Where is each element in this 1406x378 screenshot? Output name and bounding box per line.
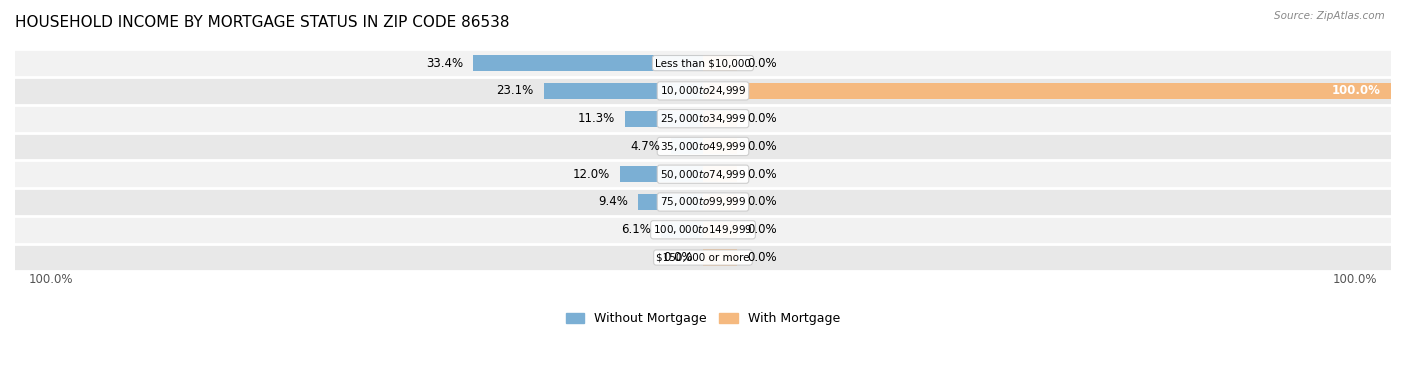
Bar bbox=[15, 160, 1391, 188]
Text: 0.0%: 0.0% bbox=[748, 195, 778, 209]
Text: 0.0%: 0.0% bbox=[748, 140, 778, 153]
Text: 0.0%: 0.0% bbox=[748, 112, 778, 125]
Text: 0.0%: 0.0% bbox=[748, 251, 778, 264]
Bar bbox=[703, 83, 1391, 99]
Bar bbox=[15, 188, 1391, 216]
Bar bbox=[15, 216, 1391, 244]
Text: 23.1%: 23.1% bbox=[496, 84, 534, 98]
Text: $150,000 or more: $150,000 or more bbox=[657, 253, 749, 263]
Bar bbox=[703, 166, 737, 182]
Text: Less than $10,000: Less than $10,000 bbox=[655, 58, 751, 68]
Bar bbox=[474, 55, 703, 71]
Text: 9.4%: 9.4% bbox=[598, 195, 628, 209]
Text: 100.0%: 100.0% bbox=[28, 273, 73, 286]
Bar bbox=[703, 55, 737, 71]
Bar bbox=[661, 222, 703, 238]
Text: $100,000 to $149,999: $100,000 to $149,999 bbox=[654, 223, 752, 236]
Text: $10,000 to $24,999: $10,000 to $24,999 bbox=[659, 84, 747, 98]
Bar bbox=[703, 194, 737, 210]
Text: 33.4%: 33.4% bbox=[426, 57, 463, 70]
Text: $25,000 to $34,999: $25,000 to $34,999 bbox=[659, 112, 747, 125]
Bar bbox=[671, 138, 703, 155]
Text: 12.0%: 12.0% bbox=[572, 168, 610, 181]
Text: 0.0%: 0.0% bbox=[748, 57, 778, 70]
Text: $35,000 to $49,999: $35,000 to $49,999 bbox=[659, 140, 747, 153]
Bar bbox=[620, 166, 703, 182]
Bar bbox=[703, 249, 737, 266]
Bar bbox=[544, 83, 703, 99]
Bar bbox=[703, 138, 737, 155]
Text: 0.0%: 0.0% bbox=[748, 168, 778, 181]
Text: 0.0%: 0.0% bbox=[664, 251, 693, 264]
Bar bbox=[638, 194, 703, 210]
Text: 11.3%: 11.3% bbox=[578, 112, 614, 125]
Bar bbox=[15, 105, 1391, 133]
Bar bbox=[703, 111, 737, 127]
Legend: Without Mortgage, With Mortgage: Without Mortgage, With Mortgage bbox=[561, 307, 845, 330]
Bar bbox=[15, 133, 1391, 160]
Bar bbox=[15, 244, 1391, 271]
Text: HOUSEHOLD INCOME BY MORTGAGE STATUS IN ZIP CODE 86538: HOUSEHOLD INCOME BY MORTGAGE STATUS IN Z… bbox=[15, 15, 509, 30]
Text: 4.7%: 4.7% bbox=[630, 140, 661, 153]
Bar bbox=[703, 222, 737, 238]
Bar bbox=[626, 111, 703, 127]
Bar bbox=[15, 77, 1391, 105]
Bar bbox=[15, 49, 1391, 77]
Text: 100.0%: 100.0% bbox=[1331, 84, 1381, 98]
Text: 0.0%: 0.0% bbox=[748, 223, 778, 236]
Text: $50,000 to $74,999: $50,000 to $74,999 bbox=[659, 168, 747, 181]
Text: Source: ZipAtlas.com: Source: ZipAtlas.com bbox=[1274, 11, 1385, 21]
Text: 6.1%: 6.1% bbox=[621, 223, 651, 236]
Text: $75,000 to $99,999: $75,000 to $99,999 bbox=[659, 195, 747, 209]
Text: 100.0%: 100.0% bbox=[1333, 273, 1378, 286]
